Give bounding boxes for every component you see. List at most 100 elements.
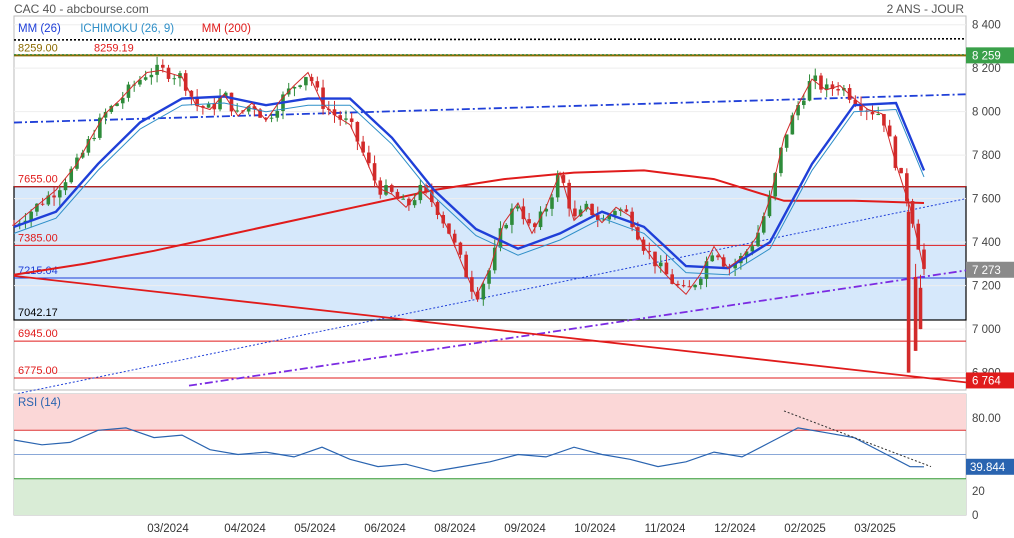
candle-body	[183, 73, 188, 91]
legend-mm26: MM (26)	[18, 23, 61, 35]
candle-body	[412, 200, 417, 206]
level-label: 7042.17	[18, 307, 58, 319]
candle-body	[229, 92, 234, 112]
candle-body	[395, 191, 400, 200]
candle-body	[859, 104, 863, 111]
candle-body	[120, 97, 125, 104]
candle-body	[355, 121, 360, 142]
x-tick-label: 11/2024	[645, 523, 686, 535]
candle-body	[57, 190, 62, 198]
y-tick-label: 7 400	[972, 237, 1001, 249]
candle-body	[389, 185, 394, 192]
rsi-overbought-zone	[14, 394, 966, 431]
rsi-tag: 39.844	[970, 462, 1006, 474]
candle-body	[533, 223, 537, 228]
downtrend-line	[13, 274, 967, 384]
candle-body	[601, 219, 606, 221]
candle-body	[510, 208, 514, 225]
rsi-tag-bg	[966, 458, 1014, 475]
candle-body	[298, 85, 302, 88]
dotted-trend-line	[13, 198, 967, 395]
chart-instrument-title: CAC 40 - abcbourse.com	[14, 2, 149, 16]
candle-body	[607, 215, 612, 220]
x-tick-label: 03/2025	[854, 523, 896, 535]
price-tag: 7 273	[972, 265, 1001, 277]
candle-body	[544, 208, 549, 212]
candle-body	[779, 147, 783, 174]
candle-body	[424, 184, 428, 192]
y-tick-label: 8 000	[972, 107, 1001, 119]
candle-body	[584, 203, 589, 210]
candle-body	[693, 284, 697, 288]
candle-body	[361, 141, 365, 153]
candle-body	[756, 232, 760, 247]
candle-body	[418, 184, 423, 201]
candle-body	[664, 262, 669, 275]
x-tick-label: 12/2024	[714, 523, 756, 535]
candle-body	[492, 247, 497, 271]
candle-body	[470, 277, 474, 292]
candle-body	[744, 251, 749, 257]
candle-body	[905, 173, 909, 202]
candle-body	[252, 106, 257, 110]
candle-body	[555, 175, 560, 198]
candle-body	[527, 219, 531, 224]
purple-trend-line	[188, 269, 967, 387]
candle-body	[63, 182, 68, 191]
candle-body	[292, 87, 297, 89]
rsi-oversold-zone	[14, 478, 966, 515]
chart-period-label[interactable]: 2 ANS - JOUR	[886, 2, 964, 16]
candle-body	[887, 125, 892, 137]
candle-body	[830, 84, 835, 90]
y-tick-label: 7 200	[972, 281, 1001, 293]
candle-body	[561, 175, 566, 183]
candle-body	[687, 286, 692, 288]
rsi-y-tick-label: 20	[972, 486, 985, 498]
price-tag-bg	[966, 261, 1014, 278]
candle-body	[698, 278, 703, 285]
candle-body	[69, 168, 74, 183]
candle-body	[590, 203, 594, 216]
range-zone	[13, 186, 967, 321]
candle-body	[80, 152, 85, 158]
candle-body	[802, 100, 806, 106]
candle-body	[429, 191, 434, 203]
candle-body	[206, 103, 211, 108]
candle-body	[367, 152, 371, 164]
candle-body	[761, 216, 766, 233]
candle-body	[143, 77, 148, 80]
candle-body	[29, 211, 33, 221]
candle-body	[452, 233, 457, 243]
candle-body	[447, 223, 451, 234]
level-label: 8259.00	[18, 42, 58, 54]
candle-body	[138, 79, 142, 85]
candle-body	[195, 96, 199, 107]
candle-body	[35, 203, 39, 212]
candle-body	[573, 208, 577, 217]
candle-body	[653, 251, 657, 267]
candle-body	[807, 81, 812, 101]
x-tick-label: 06/2024	[364, 523, 406, 535]
price-tag: 6 764	[972, 375, 1001, 387]
candle-body	[567, 182, 571, 209]
candle-body	[773, 173, 777, 197]
candle-body	[613, 210, 617, 216]
candle-body	[264, 117, 268, 119]
candle-body	[435, 202, 440, 215]
candle-body	[172, 78, 177, 80]
legend-ichimoku: ICHIMOKU (26, 9)	[80, 23, 174, 35]
candle-body	[876, 114, 881, 116]
candle-body	[12, 224, 16, 226]
candle-body	[670, 274, 674, 284]
y-tick-label: 8 200	[972, 63, 1001, 75]
x-tick-label: 09/2024	[504, 523, 546, 535]
candle-body	[922, 249, 926, 269]
mm26-line	[13, 95, 926, 270]
candle-body	[624, 209, 629, 212]
x-tick-label: 04/2024	[224, 523, 266, 535]
candle-body	[658, 262, 663, 267]
candle-body	[550, 197, 554, 209]
candle-body	[378, 180, 383, 195]
candle-body	[767, 196, 772, 217]
candle-body	[223, 92, 228, 97]
